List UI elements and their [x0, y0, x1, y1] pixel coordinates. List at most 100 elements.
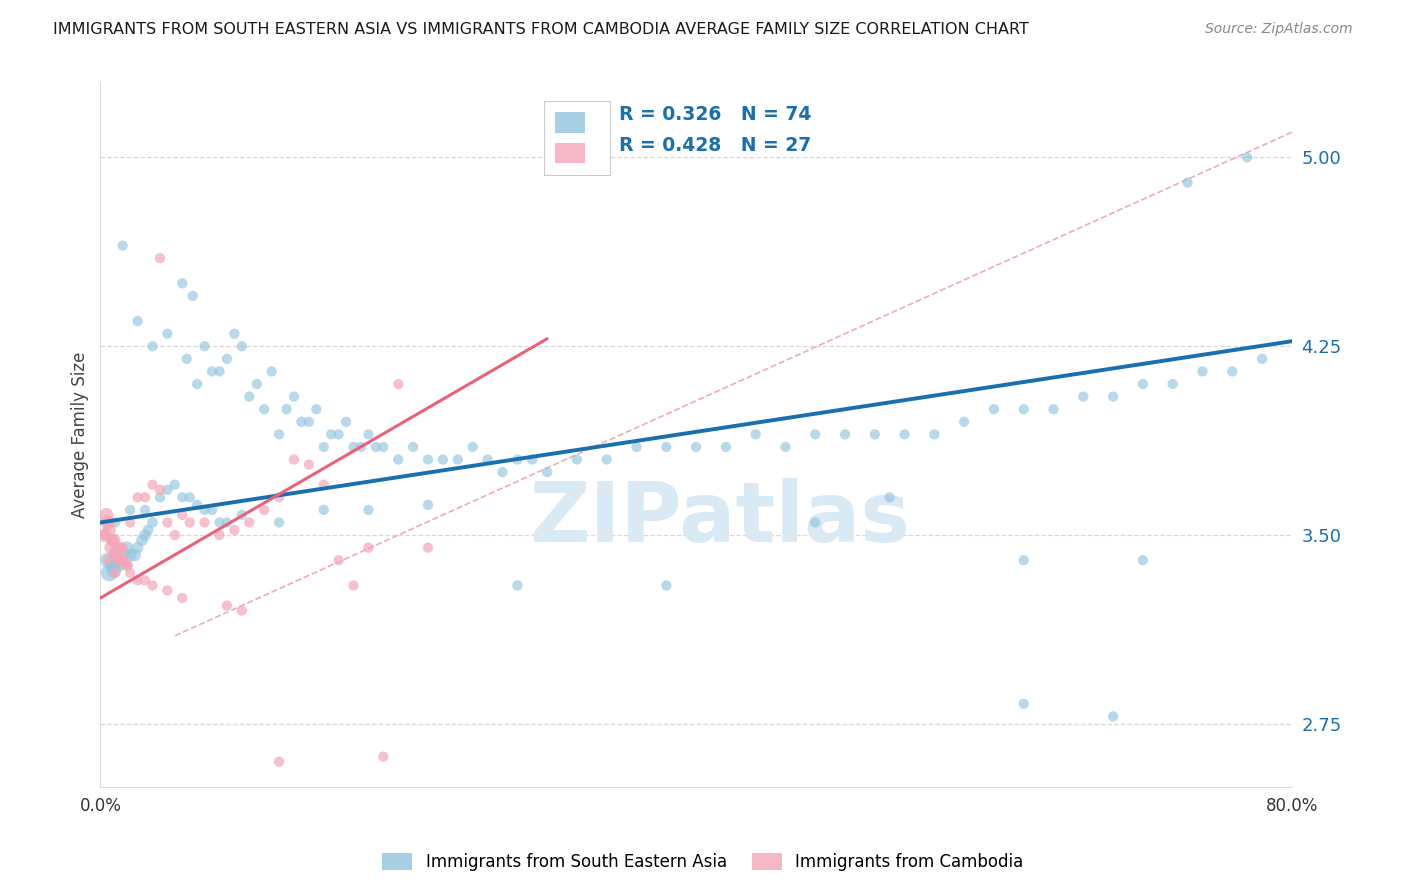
Point	[714, 440, 737, 454]
Point	[416, 452, 439, 467]
Point	[101, 533, 124, 548]
Point	[744, 427, 766, 442]
Point	[97, 553, 120, 567]
Point	[1161, 377, 1184, 392]
Point	[127, 541, 149, 555]
Point	[105, 548, 128, 562]
Point	[100, 541, 122, 555]
Point	[893, 427, 915, 442]
Point	[1191, 364, 1213, 378]
Point	[1012, 697, 1035, 711]
Point	[215, 351, 238, 366]
Point	[105, 553, 128, 567]
Point	[131, 533, 153, 548]
Point	[321, 427, 343, 442]
Point	[804, 516, 827, 530]
Point	[186, 498, 208, 512]
Point	[163, 528, 186, 542]
Point	[101, 558, 124, 573]
Point	[156, 516, 179, 530]
Point	[141, 516, 163, 530]
Point	[328, 553, 350, 567]
Point	[115, 558, 138, 573]
Point	[1132, 553, 1154, 567]
Point	[373, 440, 395, 454]
Point	[953, 415, 976, 429]
Point	[506, 578, 529, 592]
Point	[111, 553, 134, 567]
Point	[115, 541, 138, 555]
Point	[120, 548, 142, 562]
Point	[231, 508, 253, 522]
Point	[104, 548, 127, 562]
Point	[834, 427, 856, 442]
Point	[94, 528, 117, 542]
Point	[983, 402, 1005, 417]
Point	[231, 339, 253, 353]
Point	[120, 566, 142, 580]
Point	[111, 548, 134, 562]
Point	[194, 516, 217, 530]
Point	[267, 516, 290, 530]
Point	[1042, 402, 1064, 417]
Point	[98, 523, 121, 537]
Point	[96, 508, 118, 522]
Point	[312, 440, 335, 454]
Legend: , : ,	[544, 101, 610, 175]
Point	[491, 465, 513, 479]
Point	[1102, 390, 1125, 404]
Point	[267, 755, 290, 769]
Point	[176, 351, 198, 366]
Point	[596, 452, 619, 467]
Point	[120, 503, 142, 517]
Point	[312, 477, 335, 491]
Point	[1220, 364, 1243, 378]
Point	[97, 553, 120, 567]
Point	[215, 599, 238, 613]
Point	[201, 364, 224, 378]
Point	[208, 528, 231, 542]
Point	[357, 541, 380, 555]
Point	[186, 377, 208, 392]
Point	[238, 516, 260, 530]
Text: R = 0.326   N = 74: R = 0.326 N = 74	[619, 105, 811, 124]
Point	[402, 440, 425, 454]
Point	[163, 477, 186, 491]
Point	[328, 427, 350, 442]
Point	[111, 238, 134, 252]
Point	[804, 427, 827, 442]
Point	[149, 491, 172, 505]
Point	[298, 458, 321, 472]
Point	[156, 483, 179, 497]
Point	[432, 452, 454, 467]
Point	[312, 503, 335, 517]
Point	[127, 314, 149, 328]
Point	[655, 578, 678, 592]
Point	[149, 251, 172, 265]
Point	[141, 339, 163, 353]
Point	[97, 516, 120, 530]
Point	[342, 440, 364, 454]
Point	[141, 578, 163, 592]
Point	[655, 440, 678, 454]
Point	[1071, 390, 1094, 404]
Point	[342, 578, 364, 592]
Point	[134, 528, 156, 542]
Point	[357, 427, 380, 442]
Point	[1177, 176, 1199, 190]
Point	[104, 516, 127, 530]
Point	[626, 440, 648, 454]
Text: IMMIGRANTS FROM SOUTH EASTERN ASIA VS IMMIGRANTS FROM CAMBODIA AVERAGE FAMILY SI: IMMIGRANTS FROM SOUTH EASTERN ASIA VS IM…	[53, 22, 1029, 37]
Y-axis label: Average Family Size: Average Family Size	[72, 351, 89, 517]
Point	[115, 558, 138, 573]
Point	[863, 427, 886, 442]
Point	[253, 402, 276, 417]
Point	[416, 498, 439, 512]
Point	[387, 377, 409, 392]
Point	[172, 277, 194, 291]
Point	[775, 440, 797, 454]
Point	[179, 491, 201, 505]
Point	[1132, 377, 1154, 392]
Point	[134, 503, 156, 517]
Point	[1236, 150, 1258, 164]
